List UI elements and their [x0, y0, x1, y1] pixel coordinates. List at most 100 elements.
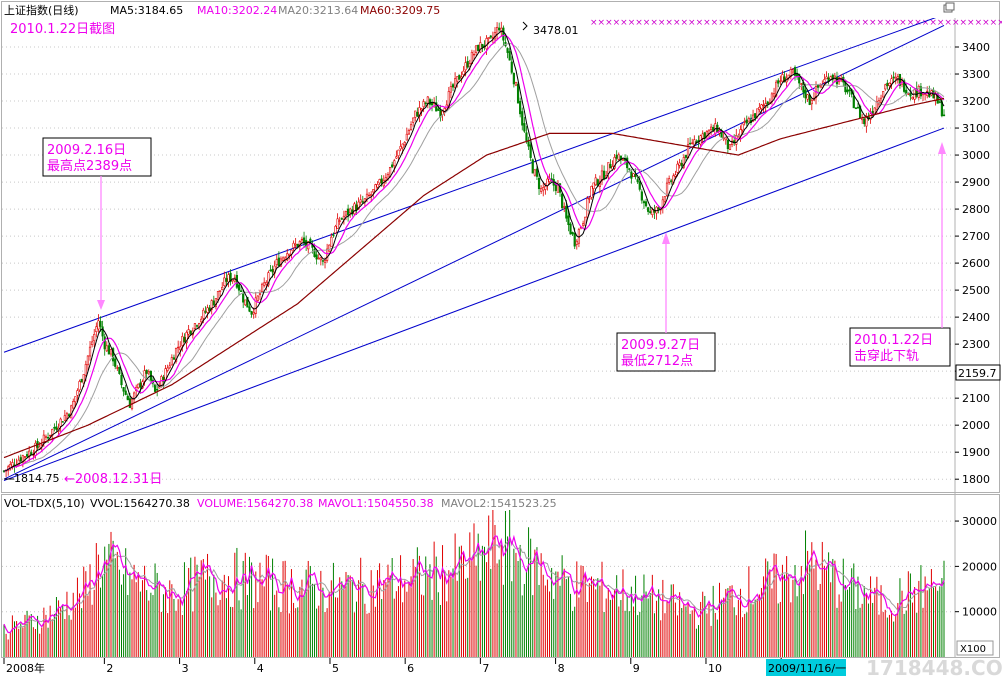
candle-body	[791, 69, 795, 73]
ma20-line	[3, 42, 945, 472]
price-tick-label: 2800	[962, 203, 990, 216]
candle-body	[435, 102, 438, 112]
candle-body	[67, 414, 71, 417]
candle-body	[147, 371, 150, 374]
candle-body	[521, 111, 524, 126]
candle-body	[607, 162, 610, 174]
candle-body	[195, 325, 199, 327]
candle-body	[229, 272, 232, 282]
candle-body	[498, 27, 501, 31]
candle-body	[466, 60, 469, 68]
candle-body	[25, 454, 29, 457]
volume-bars	[3, 510, 945, 657]
anno-2009-09-27-date: 2009.9.27日	[621, 338, 700, 353]
candle-body	[109, 349, 113, 355]
volume-unit: X100	[960, 644, 986, 655]
price-tick-label: 1800	[962, 473, 990, 486]
candle-body	[254, 297, 257, 314]
candle-body	[630, 171, 633, 179]
candle-body	[248, 306, 251, 312]
candle-body	[9, 464, 12, 470]
candle-body	[82, 374, 85, 384]
candle-body	[481, 43, 484, 48]
channel-middle-line	[3, 24, 945, 480]
candle-body	[412, 117, 415, 123]
candle-body	[302, 237, 306, 243]
candle-body	[451, 84, 455, 88]
candle-body	[535, 168, 539, 177]
candle-body	[275, 259, 278, 266]
candle-body	[649, 211, 652, 214]
candle-body	[684, 155, 688, 158]
candle-body	[359, 199, 362, 203]
candle-body	[107, 345, 111, 355]
candle-body	[561, 193, 564, 209]
volume-averages	[3, 534, 945, 634]
price-tick-label: 3400	[962, 41, 990, 54]
candle-body	[584, 216, 587, 226]
candle-body	[668, 178, 671, 183]
index-name: 上证指数(日线)	[4, 3, 79, 17]
candle-body	[569, 223, 572, 235]
candle-body	[221, 286, 224, 290]
candle-body	[638, 181, 641, 190]
candle-body	[422, 101, 425, 108]
candle-body	[670, 180, 673, 182]
anno-2010-01-22: 2010.1.22日 击穿此下轨	[849, 142, 951, 367]
current-price: 2159.7	[958, 367, 997, 380]
candle-body	[143, 370, 146, 382]
candle-body	[449, 86, 453, 93]
restore-icon[interactable]	[943, 2, 955, 13]
ma20-value: MA20:3213.64	[278, 4, 358, 17]
candle-body	[212, 300, 215, 306]
candle-body	[239, 290, 243, 292]
time-tick-label: 7	[482, 662, 489, 675]
candle-body	[546, 178, 549, 186]
candle-body	[139, 382, 142, 388]
candle-body	[626, 157, 629, 169]
candle-body	[208, 307, 211, 311]
candle-body	[540, 188, 543, 192]
time-tick-label: 6	[407, 662, 414, 675]
high-marker-arrow	[522, 21, 528, 31]
candle-body	[472, 53, 476, 56]
trend-channel	[3, 18, 945, 482]
candle-body	[571, 232, 574, 235]
mavol2-value: MAVOL2:1541523.25	[441, 497, 557, 510]
candle-body	[544, 185, 547, 190]
candle-body	[183, 337, 186, 343]
candle-body	[632, 173, 635, 177]
candle-body	[487, 37, 490, 39]
candle-body	[162, 376, 165, 382]
price-panel[interactable]	[1, 1, 1000, 493]
ma10-value: MA10:3202.24	[197, 4, 277, 17]
candle-body	[294, 243, 297, 246]
volume-tick-label: 30000	[962, 515, 997, 528]
candle-body	[46, 437, 50, 439]
time-axis: 2008年234567891011	[3, 658, 797, 675]
candle-body	[464, 62, 467, 71]
candle-body	[279, 258, 283, 267]
candle-body	[456, 76, 459, 82]
price-tick-label: 2600	[962, 257, 990, 270]
candle-body	[193, 323, 197, 329]
time-tick-label: 4	[257, 662, 264, 675]
candle-body	[313, 248, 316, 257]
candle-body	[242, 293, 245, 303]
volume-tick-label: 20000	[962, 560, 997, 573]
candle-body	[65, 413, 69, 419]
candle-body	[879, 97, 883, 103]
volume-tick-label: 10000	[962, 606, 997, 619]
candle-body	[93, 334, 96, 342]
candle-body	[153, 384, 157, 392]
channel-lower-line	[3, 127, 945, 482]
candle-body	[942, 114, 946, 117]
price-tick-label: 1900	[962, 446, 990, 459]
candle-body	[353, 203, 356, 215]
candle-body	[896, 76, 899, 81]
candle-body	[489, 35, 492, 38]
candle-body	[114, 358, 117, 367]
candle-body	[754, 113, 757, 119]
candle-body	[95, 326, 98, 333]
